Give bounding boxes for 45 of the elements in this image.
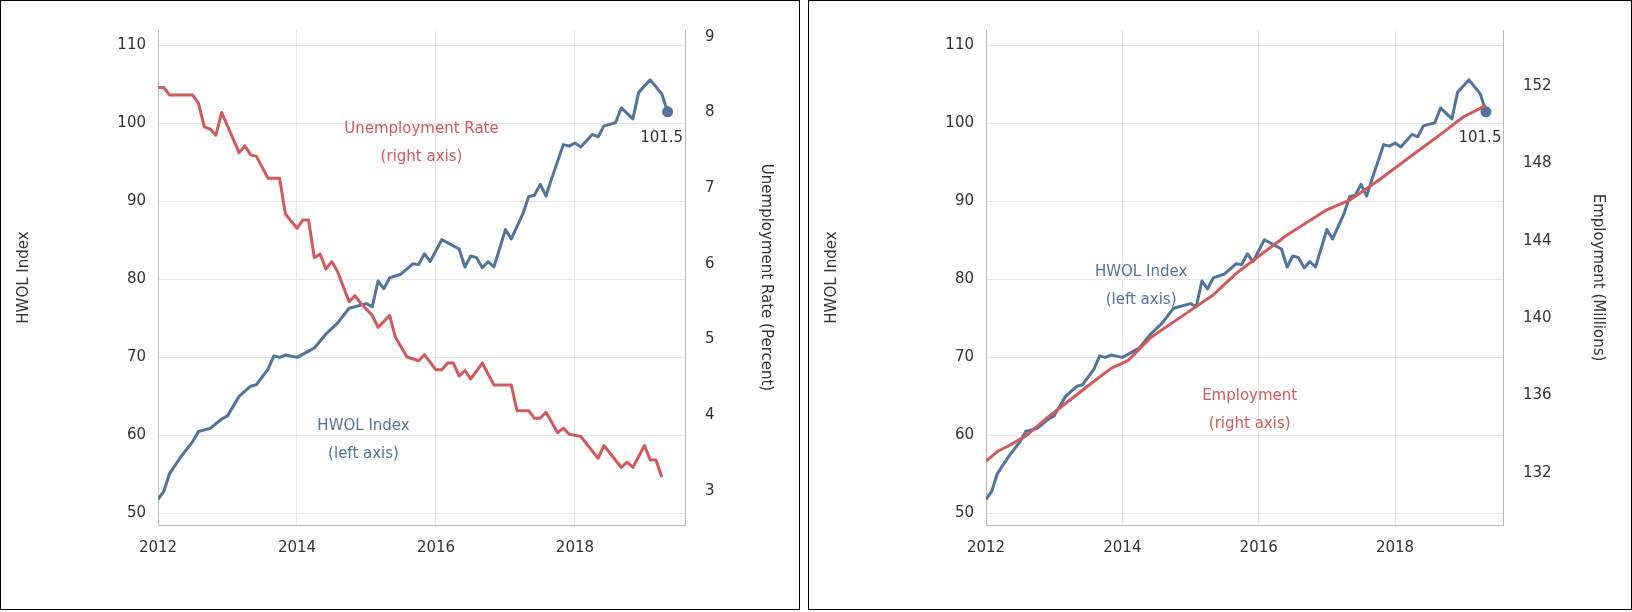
x-tick-label: 2012 <box>966 537 1006 556</box>
y-tick-label: 50 <box>954 503 974 522</box>
y-tick-label: 80 <box>126 269 146 288</box>
y-tick-label: 60 <box>954 425 974 444</box>
x-tick-label: 2014 <box>1103 537 1142 556</box>
y-tick-label: 60 <box>126 425 146 444</box>
y-tick-label: 70 <box>126 347 146 366</box>
y-tick-label: 100 <box>117 113 146 132</box>
text: Unemployment Rate (right axis) <box>344 118 499 165</box>
text: HWOL Index (left axis) <box>317 415 410 462</box>
y-tick-label: 90 <box>954 191 974 210</box>
y2-tick-label: 136 <box>1523 385 1552 404</box>
series-label: HWOL Index (left axis) <box>1094 262 1188 309</box>
y2-tick-label: 140 <box>1523 308 1552 326</box>
y2-tick-label: 3 <box>705 480 715 499</box>
y-axis-title: HWOL Index <box>821 231 840 324</box>
y2-tick-label: 144 <box>1523 230 1552 249</box>
y-tick-label: 90 <box>126 191 146 210</box>
y-tick-label: 80 <box>954 269 974 288</box>
y2-tick-label: 7 <box>705 178 715 197</box>
y-tick-label: 100 <box>945 113 974 132</box>
y2-tick-label: 148 <box>1523 153 1552 172</box>
x-tick-label: 2016 <box>416 537 456 556</box>
text: Employment (right axis) <box>1202 386 1298 433</box>
x-tick-label: 2018 <box>1375 537 1415 556</box>
x-tick-label: 2016 <box>1239 537 1278 556</box>
y2-axis-title: Unemployment Rate (Percent) <box>758 163 777 392</box>
data-label: 101.5 <box>640 127 684 146</box>
x-tick-label: 2012 <box>138 537 178 556</box>
y2-tick-label: 4 <box>705 405 715 424</box>
data-label: 101.5 <box>1458 127 1502 146</box>
y2-tick-label: 6 <box>705 253 715 272</box>
y-tick-label: 110 <box>117 35 146 54</box>
y2-tick-label: 8 <box>705 102 715 121</box>
y2-tick-label: 9 <box>705 26 715 45</box>
y2-axis-title: Employment (Millions) <box>1590 193 1609 362</box>
y2-tick-label: 132 <box>1523 462 1552 481</box>
y2-tick-label: 152 <box>1523 75 1552 94</box>
y-tick-label: 110 <box>945 35 974 54</box>
x-tick-label: 2014 <box>277 537 317 556</box>
y-tick-label: 70 <box>954 347 974 366</box>
y-axis-title: HWOL Index <box>13 231 32 324</box>
x-tick-label: 2018 <box>555 537 595 556</box>
y2-tick-label: 5 <box>705 329 715 348</box>
y-tick-label: 50 <box>126 503 146 522</box>
